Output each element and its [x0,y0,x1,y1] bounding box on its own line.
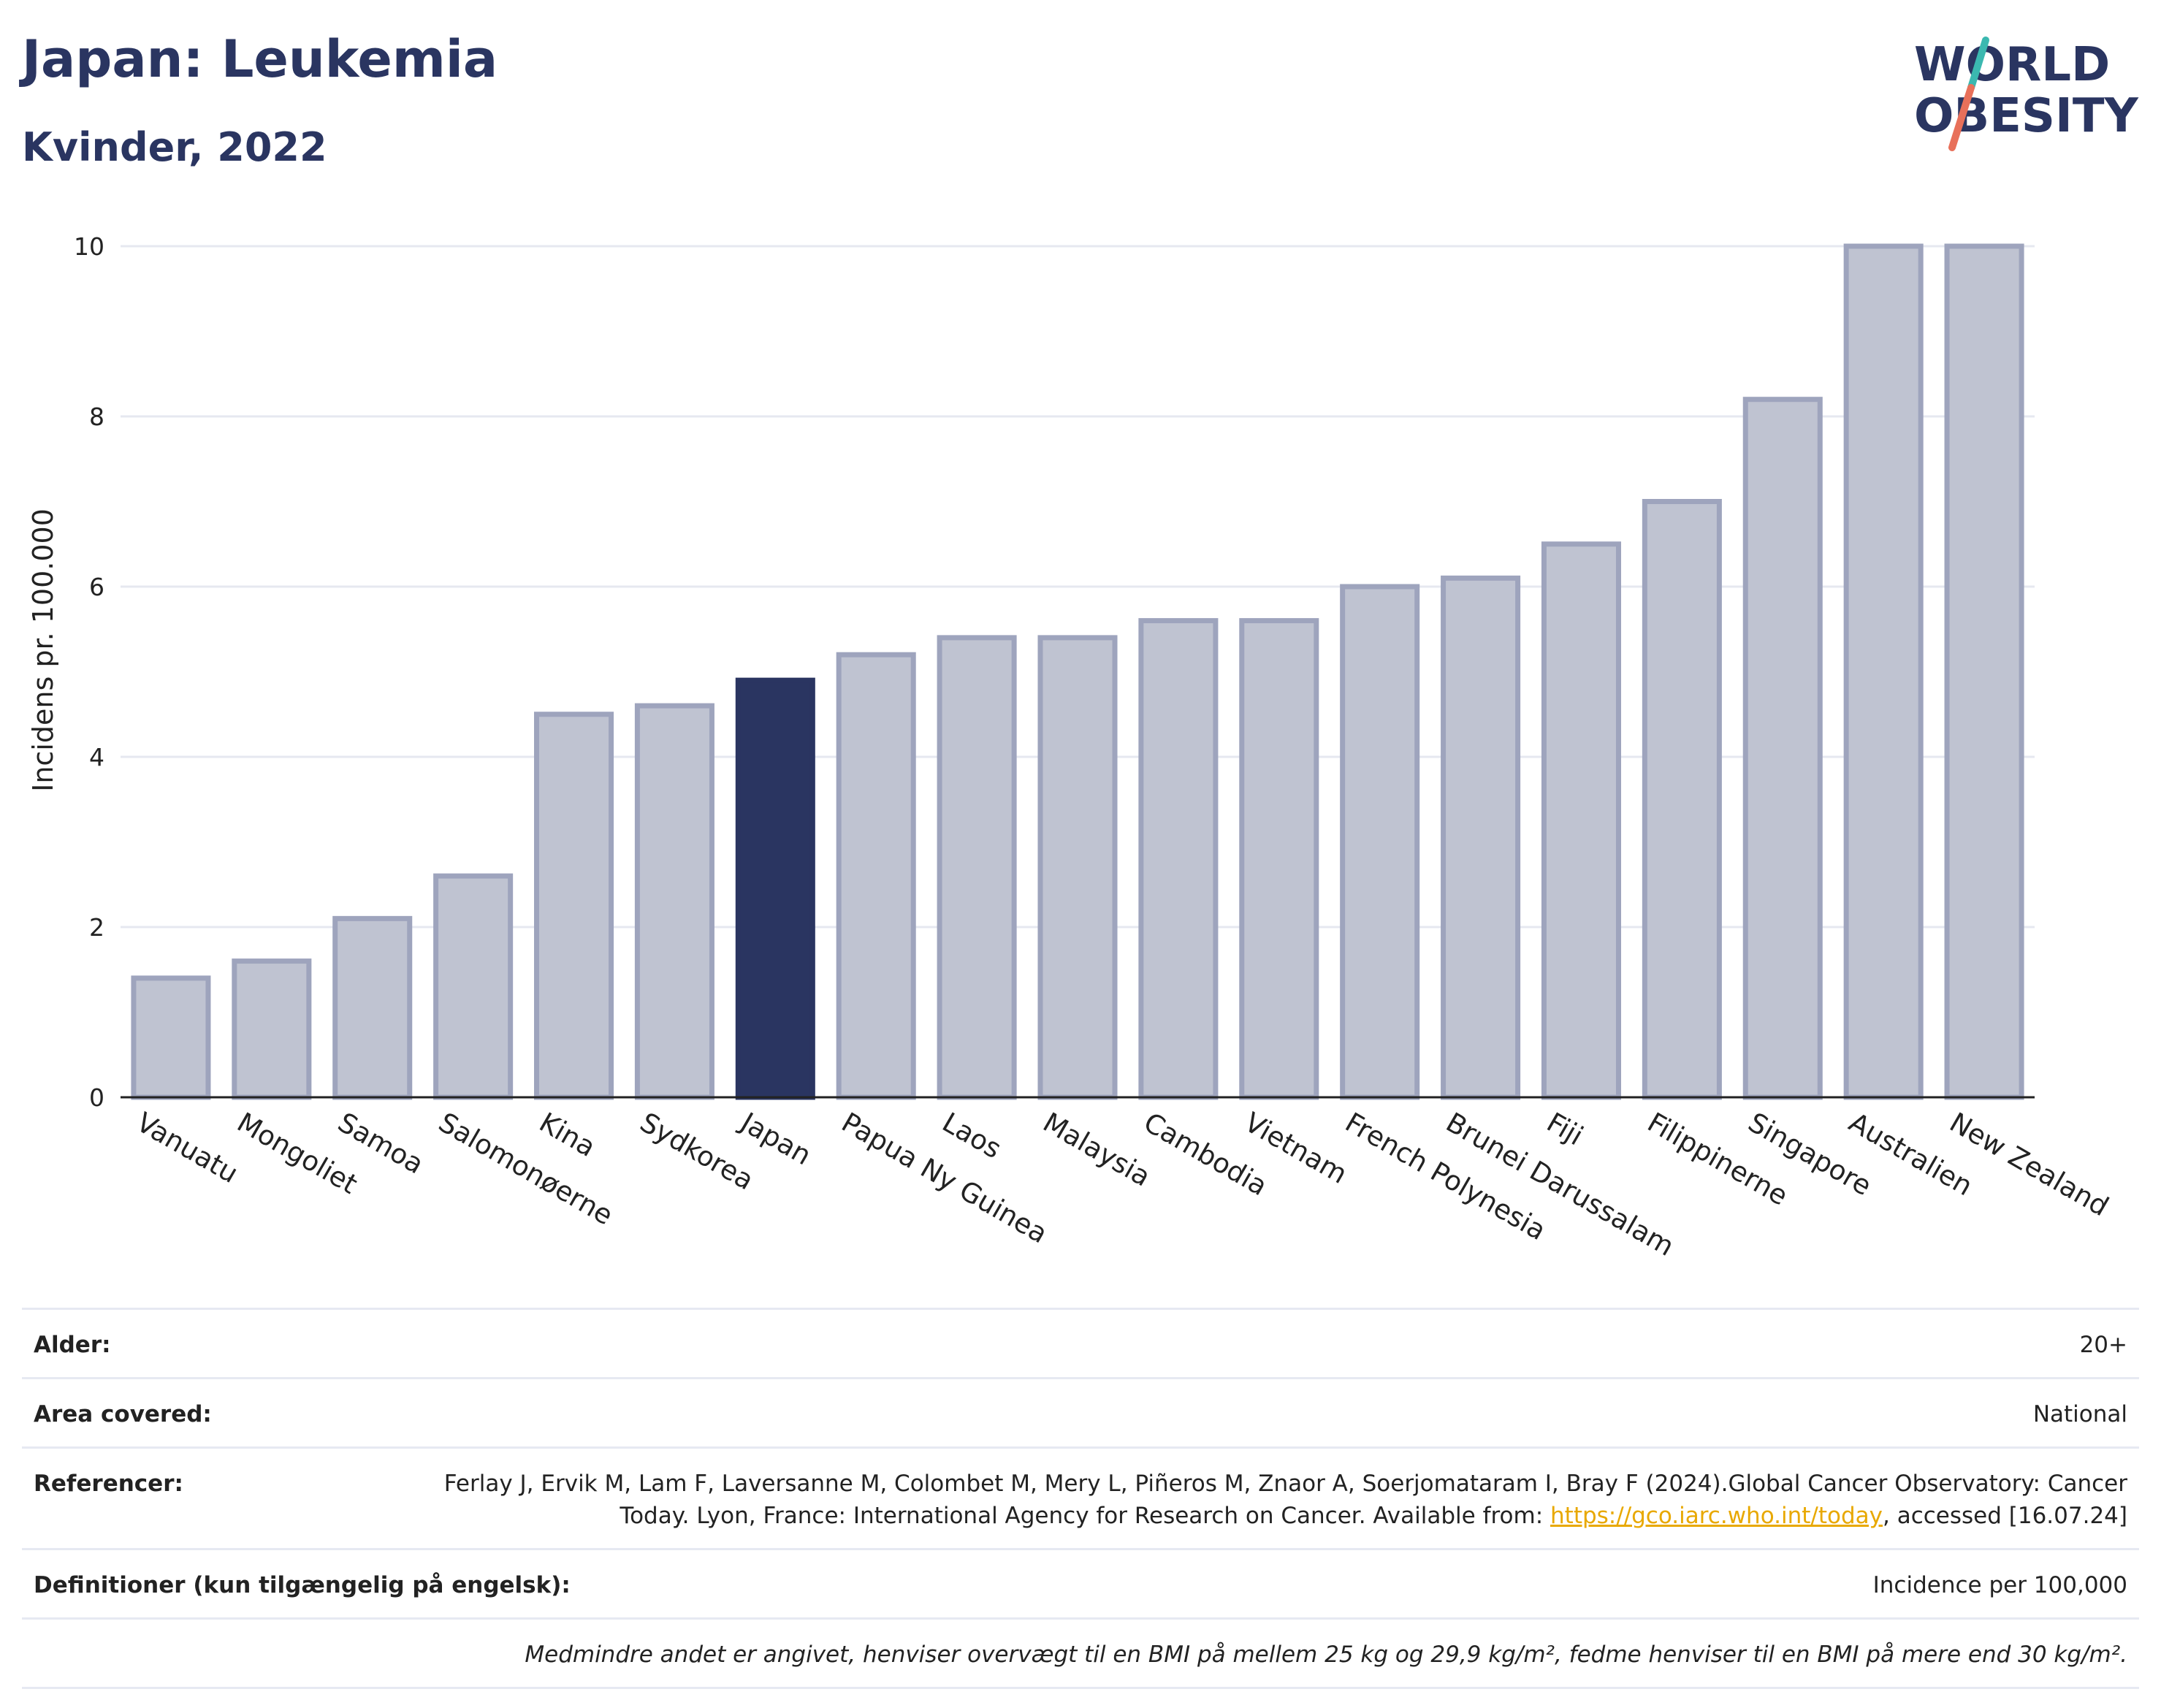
age-label: Alder: [34,1332,111,1358]
bar-new-zealand [1944,243,2024,1100]
logo-slash-teal [1967,37,1989,91]
bar-french-polynesia [1340,584,1420,1100]
logo-slash-coral [1948,84,1975,151]
bar-mongoliet [232,958,312,1100]
bmi-note: Medmindre andet er angivet, henviser ove… [525,1642,2127,1668]
bar-sydkorea [634,703,714,1100]
bar-kina [534,712,614,1100]
world-obesity-logo: WORLD OBESITY [1914,37,2138,151]
definitions-value: Incidence per 100,000 [1872,1572,2127,1598]
x-tick-label: New Zealand [1945,1107,2114,1223]
page-subtitle: Kvinder, 2022 [22,124,327,170]
bar-filippinerne [1642,499,1722,1100]
references-label: Referencer: [34,1471,183,1497]
y-tick-label: 4 [89,743,104,771]
x-tick-label: Salomonøerne [433,1107,618,1232]
meta-row-definitions: Definitioner (kun tilgængelig på engelsk… [22,1548,2139,1617]
logo-line-1: WORLD [1914,38,2110,92]
metadata-table: Alder: 20+ Area covered: National Refere… [22,1308,2139,1689]
bar-cambodia [1138,618,1219,1100]
x-tick-label: Kina [534,1107,601,1164]
bars-layer [131,243,2024,1100]
references-text-1: Ferlay J, Ervik M, Lam F, Laversanne M, … [443,1471,2127,1529]
meta-row-age: Alder: 20+ [22,1308,2139,1377]
x-tick-label: Vanuatu [131,1107,243,1190]
bar-australien [1843,243,1924,1100]
area-label: Area covered: [34,1401,212,1427]
x-tick-label: Fiji [1541,1107,1588,1152]
bar-vanuatu [131,975,211,1100]
age-value: 20+ [2079,1332,2127,1358]
meta-row-note: Medmindre andet er angivet, henviser ove… [22,1617,2139,1689]
bar-salomon-erne [433,873,514,1100]
definitions-label: Definitioner (kun tilgængelig på engelsk… [34,1572,571,1598]
bar-malaysia [1037,635,1118,1100]
x-tick-label: Laos [937,1107,1007,1165]
bar-papua-ny-guinea [836,652,916,1100]
y-tick-label: 8 [89,403,104,431]
bar-samoa [332,915,413,1100]
y-tick-label: 0 [89,1083,104,1112]
x-tick-label: Malaysia [1038,1107,1156,1193]
y-tick-label: 10 [74,232,104,261]
bar-singapore [1742,397,1823,1100]
x-tick-label: Sydkorea [635,1107,759,1197]
references-link[interactable]: https://gco.iarc.who.int/today [1550,1503,1883,1529]
meta-row-references: Referencer: Ferlay J, Ervik M, Lam F, La… [22,1446,2139,1548]
bar-laos [937,635,1017,1100]
bar-japan [735,677,815,1100]
page-title: Japan: Leukemia [22,29,498,89]
area-value: National [2032,1401,2127,1427]
y-axis-label: Incidens pr. 100.000 [27,508,59,792]
bar-vietnam [1239,618,1319,1100]
logo-line-2: OBESITY [1914,89,2138,143]
y-tick-label: 2 [89,913,104,942]
meta-row-area: Area covered: National [22,1377,2139,1446]
bar-brunei-darussalam [1441,575,1521,1100]
bar-fiji [1541,541,1621,1100]
references-text-2: , accessed [16.07.24] [1882,1503,2127,1529]
y-tick-label: 6 [89,573,104,601]
references-value: Ferlay J, Ervik M, Lam F, Laversanne M, … [374,1468,2127,1532]
